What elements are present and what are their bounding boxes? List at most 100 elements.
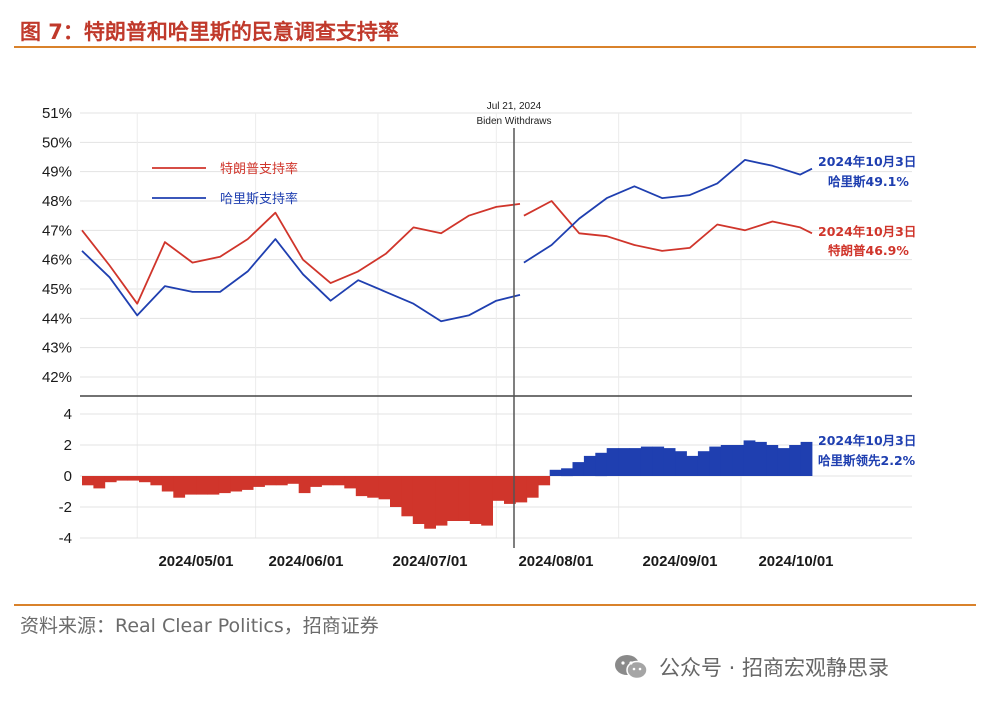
lead-bar <box>310 476 322 487</box>
harris-end-value: 哈里斯49.1% <box>828 174 909 189</box>
lead-bar <box>481 476 493 526</box>
harris-end-date: 2024年10月3日 <box>818 154 916 169</box>
figure-title: 图 7：特朗普和哈里斯的民意调查支持率 <box>20 20 399 44</box>
lead-bar <box>116 476 128 481</box>
y-tick-upper: 42% <box>42 369 72 386</box>
y-tick-lower: 0 <box>64 468 72 485</box>
lead-bar <box>709 446 722 476</box>
poll-chart: 42% 43% 44% 45% 46% 47% 48% 49% 50% 51% -4 -2 0 2 4 2… <box>42 101 916 570</box>
upper-grid <box>80 112 912 538</box>
lead-bar <box>196 476 208 495</box>
lead-bar <box>104 476 117 483</box>
y-tick-upper: 50% <box>42 134 72 151</box>
lead-bar <box>515 476 528 503</box>
lead-end-date: 2024年10月3日 <box>818 433 916 448</box>
lead-bar <box>275 476 288 486</box>
lead-bar <box>526 476 539 498</box>
lead-bar <box>504 476 516 504</box>
y-tick-upper: 49% <box>42 164 72 181</box>
x-tick-label: 2024/10/01 <box>758 553 833 570</box>
y-tick-upper: 47% <box>42 222 72 239</box>
lead-bar <box>755 441 767 476</box>
lead-bar <box>629 448 642 476</box>
legend-trump-label: 特朗普支持率 <box>220 161 298 177</box>
y-tick-upper: 44% <box>42 310 72 327</box>
lead-bar <box>640 446 653 476</box>
lead-bar <box>378 476 391 500</box>
lead-bar <box>766 445 779 476</box>
lead-bar <box>583 455 596 476</box>
lead-bar <box>492 476 505 501</box>
trump-end-date: 2024年10月3日 <box>818 224 916 239</box>
y-tick-upper: 43% <box>42 340 72 357</box>
x-tick-label: 2024/06/01 <box>268 553 343 570</box>
lead-bar <box>173 476 186 498</box>
title-rule <box>14 46 976 48</box>
bottom-rule <box>14 604 976 606</box>
lead-bar <box>344 476 357 489</box>
event-date-label: Jul 21, 2024 <box>487 101 542 112</box>
lead-bar <box>572 462 585 476</box>
y-tick-lower: -4 <box>59 530 72 547</box>
lead-bar <box>743 440 756 476</box>
lead-bar <box>549 469 562 476</box>
x-tick-label: 2024/07/01 <box>392 553 467 570</box>
y-tick-upper: 45% <box>42 281 72 298</box>
lead-bar <box>367 476 379 498</box>
harris-line <box>81 238 521 323</box>
lead-bar <box>161 476 174 492</box>
lead-bar <box>207 476 220 495</box>
lead-bar <box>697 451 710 476</box>
lead-bar <box>675 451 687 476</box>
lead-bar <box>390 476 402 507</box>
support-lines <box>81 158 813 323</box>
legend-harris-label: 哈里斯支持率 <box>220 191 298 207</box>
lead-bar <box>218 476 231 494</box>
y-tick-upper: 48% <box>42 193 72 210</box>
watermark: 公众号 · 招商宏观静思录 <box>613 652 889 682</box>
harris-line <box>523 158 813 264</box>
lead-bar <box>264 476 277 486</box>
lead-bar <box>458 476 471 521</box>
lead-bar <box>241 476 254 490</box>
y-tick-lower: -2 <box>59 499 72 516</box>
lead-bar <box>424 476 436 529</box>
lead-bar <box>469 476 482 524</box>
lead-bar <box>800 441 813 476</box>
lead-bar <box>355 476 368 497</box>
lead-bar <box>127 476 140 481</box>
trump-end-value: 特朗普46.9% <box>828 243 909 258</box>
source-note: 资料来源：Real Clear Politics，招商证券 <box>20 615 379 637</box>
lead-bar <box>298 476 311 494</box>
lead-bar <box>789 445 801 476</box>
lead-bar <box>321 476 334 486</box>
lead-bar <box>332 476 345 486</box>
lead-bar <box>412 476 425 524</box>
lead-bar <box>663 448 676 476</box>
lead-bar <box>139 476 151 483</box>
lead-bars <box>82 440 813 529</box>
lead-bar <box>606 448 619 476</box>
x-tick-label: 2024/09/01 <box>642 553 717 570</box>
lead-bar <box>287 476 300 484</box>
lead-end-value: 哈里斯领先2.2% <box>818 453 916 468</box>
y-ticks-upper: 42% 43% 44% 45% 46% 47% 48% 49% 50% 51% <box>42 105 72 386</box>
trump-line <box>523 200 813 252</box>
lead-bar <box>720 445 733 476</box>
lead-bar <box>82 476 94 486</box>
trump-line <box>81 203 521 305</box>
y-tick-upper: 51% <box>42 105 72 122</box>
lead-bar <box>401 476 414 517</box>
y-tick-lower: 2 <box>64 437 72 454</box>
lead-bar <box>447 476 459 521</box>
x-tick-label: 2024/05/01 <box>158 553 233 570</box>
lead-bar <box>435 476 448 526</box>
wechat-icon <box>615 655 648 680</box>
lead-bar <box>686 455 699 476</box>
y-tick-upper: 46% <box>42 252 72 269</box>
lead-bar <box>538 476 551 486</box>
lead-bar <box>732 445 744 476</box>
lead-bar <box>618 448 630 476</box>
lead-bar <box>595 452 608 477</box>
x-ticks: 2024/05/01 2024/06/01 2024/07/01 2024/08/01… <box>158 553 833 570</box>
